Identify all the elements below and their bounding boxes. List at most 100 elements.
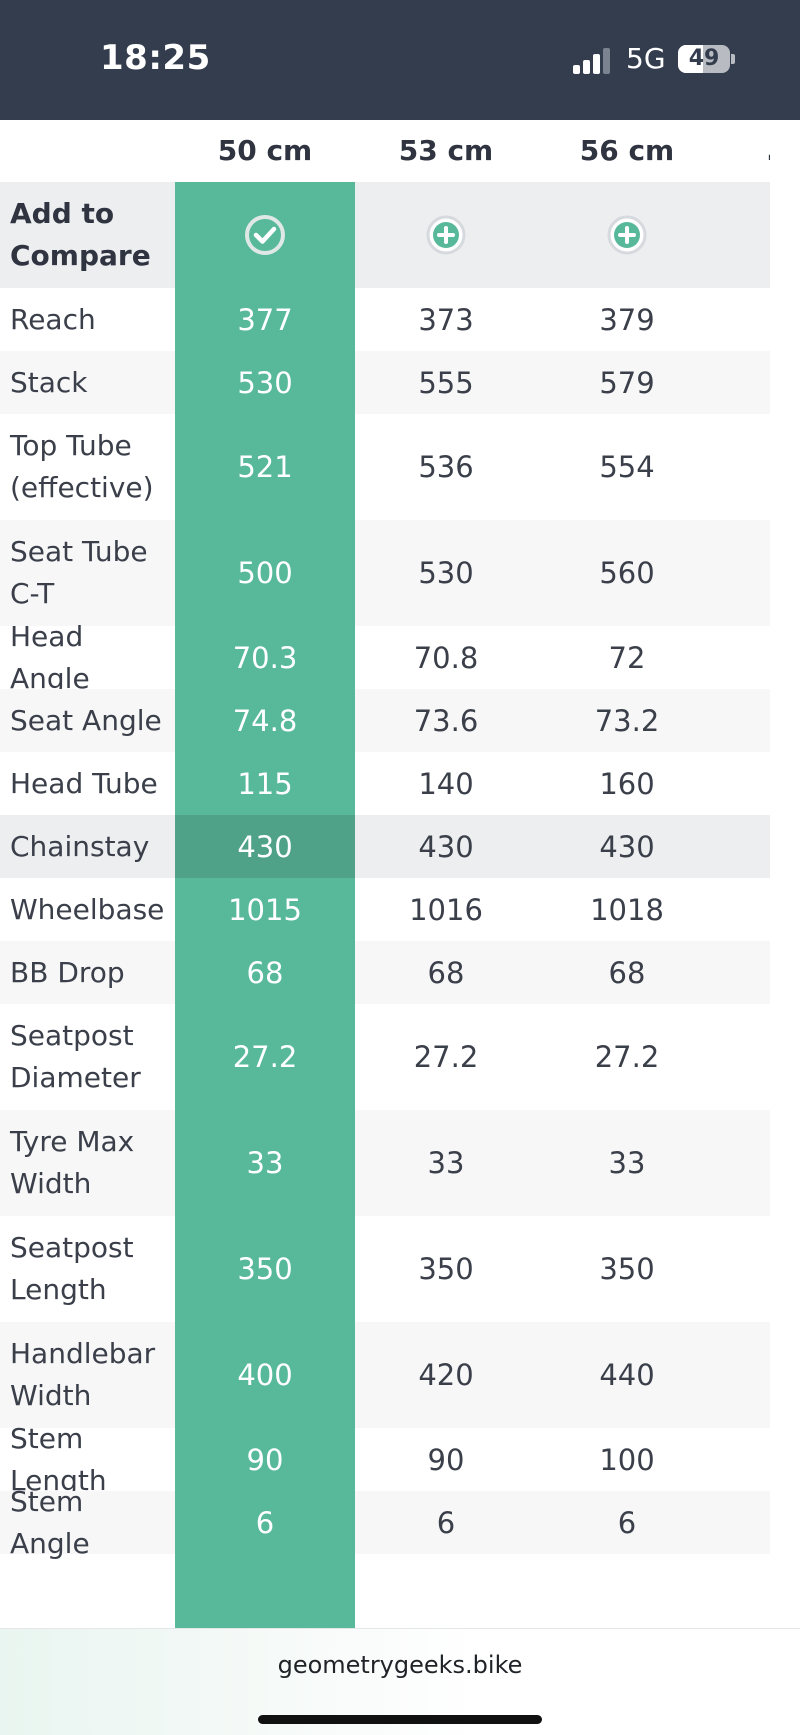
add-to-compare-row: Add to Compare — [0, 182, 770, 288]
value-cell: 500 — [175, 520, 355, 626]
compare-cell — [356, 182, 536, 288]
value-cell: 554 — [599, 450, 655, 484]
value-cell: 1018 — [590, 892, 664, 927]
value-cell: 430 — [175, 815, 355, 878]
value-cell: 27.2 — [175, 1004, 355, 1110]
row-background — [0, 689, 770, 752]
status-bar: 18:25 5G 49 — [0, 0, 800, 120]
value-cell: 27.2 — [594, 1040, 660, 1074]
value-cell: 6 — [175, 1491, 355, 1554]
url-label[interactable]: geometrygeeks.bike — [277, 1651, 523, 1679]
row-background — [0, 1110, 770, 1216]
value-cell: 377 — [175, 288, 355, 351]
table-row[interactable]: Head Angle 70.3 70.8 72 — [0, 619, 770, 695]
value-cell: 350 — [175, 1216, 355, 1322]
row-background — [0, 288, 770, 351]
row-background — [0, 752, 770, 815]
row-label: Seatpost Diameter — [10, 1019, 141, 1094]
value-cell: 70.3 — [175, 626, 355, 689]
value-cell: 6 — [617, 1505, 637, 1540]
table-row[interactable]: Seat Tube C-T 500 530 560 — [0, 520, 770, 626]
row-label: Top Tube (effective) — [10, 429, 154, 504]
value-cell: 68 — [175, 941, 355, 1004]
check-circle-icon[interactable] — [245, 215, 285, 255]
value-cell: 560 — [599, 556, 655, 590]
row-background — [0, 815, 770, 878]
row-background — [0, 1216, 770, 1322]
value-cell: 90 — [427, 1442, 465, 1477]
status-time: 18:25 — [100, 38, 211, 78]
table-row[interactable]: Tyre Max Width 33 33 33 — [0, 1110, 770, 1216]
value-cell: 579 — [599, 365, 655, 400]
row-label: Stem Angle — [10, 1484, 90, 1560]
next-size-header-peek[interactable]: . — [766, 120, 770, 182]
value-cell: 440 — [599, 1358, 655, 1392]
row-label: Stack — [10, 365, 88, 399]
row-label: Chainstay — [10, 829, 150, 863]
row-background — [0, 1004, 770, 1110]
plus-circle-icon[interactable] — [607, 215, 647, 255]
browser-bottom-bar: geometrygeeks.bike — [0, 1628, 800, 1735]
value-cell: 33 — [608, 1146, 646, 1180]
row-background — [0, 1322, 770, 1428]
battery-nub — [731, 54, 735, 64]
row-label: Head Angle — [10, 619, 90, 695]
value-cell: 68 — [427, 955, 465, 990]
geometry-table: 50 cm 53 cm 56 cm. Add to Compare Reach 377 3… — [0, 120, 770, 1628]
table-row[interactable]: Seatpost Diameter 27.2 27.2 27.2 — [0, 1004, 770, 1110]
row-label: BB Drop — [10, 955, 125, 989]
row-label: Seatpost Length — [10, 1231, 134, 1306]
row-background — [0, 351, 770, 414]
table-row[interactable]: Chainstay 430 430 430 — [0, 815, 770, 878]
value-cell: 1016 — [409, 892, 483, 927]
value-cell: 530 — [418, 556, 474, 590]
table-row[interactable]: Head Tube 115 140 160 — [0, 752, 770, 815]
table-row[interactable]: Seatpost Length 350 350 350 — [0, 1216, 770, 1322]
table-row[interactable]: BB Drop 68 68 68 — [0, 941, 770, 1004]
battery-percent: 49 — [688, 46, 720, 71]
table-row[interactable]: Reach 377 373 379 — [0, 288, 770, 351]
value-cell: 73.2 — [594, 703, 660, 738]
value-cell: 100 — [599, 1442, 655, 1477]
home-indicator[interactable] — [258, 1715, 542, 1724]
table-row[interactable]: Top Tube (effective) 521 536 554 — [0, 414, 770, 520]
size-header[interactable]: 50 cm — [217, 134, 313, 167]
row-background — [0, 1428, 770, 1491]
value-cell: 115 — [175, 752, 355, 815]
value-cell: 350 — [418, 1252, 474, 1286]
value-cell: 373 — [418, 302, 474, 337]
row-background — [0, 878, 770, 941]
row-background — [0, 941, 770, 1004]
value-cell: 90 — [175, 1428, 355, 1491]
table-row[interactable]: Wheelbase 1015 1016 1018 — [0, 878, 770, 941]
row-label: Wheelbase — [10, 892, 165, 926]
value-cell: 74.8 — [175, 689, 355, 752]
value-cell: 430 — [599, 829, 655, 864]
value-cell: 33 — [175, 1110, 355, 1216]
table-row[interactable]: Stack 530 555 579 — [0, 351, 770, 414]
table-row[interactable]: Stem Angle 6 6 6 — [0, 1484, 770, 1560]
size-header-row: 50 cm 53 cm 56 cm. — [0, 120, 770, 182]
row-label: Seat Angle — [10, 703, 162, 737]
value-cell: 555 — [418, 365, 474, 400]
row-label: Reach — [10, 302, 96, 336]
value-cell: 521 — [175, 414, 355, 520]
row-label: Head Tube — [10, 766, 158, 800]
size-header[interactable]: 56 cm — [579, 134, 675, 167]
row-label: Seat Tube C-T — [10, 535, 148, 610]
compare-cell — [175, 182, 355, 288]
row-background — [0, 626, 770, 689]
table-row[interactable]: Stem Length 90 90 100 — [0, 1422, 770, 1497]
table-row[interactable]: Seat Angle 74.8 73.6 73.2 — [0, 689, 770, 752]
value-cell: 1015 — [175, 878, 355, 941]
size-header[interactable]: 53 cm — [398, 134, 494, 167]
value-cell: 379 — [599, 302, 655, 337]
value-cell: 6 — [436, 1505, 456, 1540]
plus-circle-icon[interactable] — [426, 215, 466, 255]
compare-cell — [537, 182, 717, 288]
row-background — [0, 1491, 770, 1554]
value-cell: 72 — [608, 640, 646, 675]
battery-icon: 49 — [678, 45, 730, 73]
value-cell: 160 — [599, 766, 655, 801]
table-row[interactable]: Handlebar Width 400 420 440 — [0, 1322, 770, 1428]
